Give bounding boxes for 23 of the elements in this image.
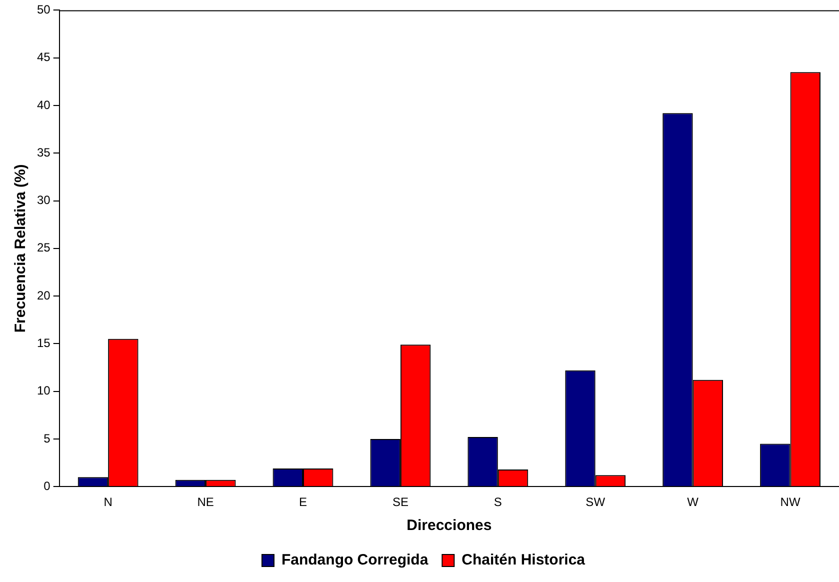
x-tick-label: SW	[586, 495, 606, 510]
y-tick-label: 10	[36, 384, 51, 398]
y-tick-label: 35	[36, 145, 51, 160]
x-axis-title: Direcciones	[406, 517, 492, 534]
x-tick-label: E	[298, 495, 307, 510]
x-tick-label: NW	[780, 495, 801, 510]
y-tick-label: 30	[36, 193, 51, 208]
y-tick-label: 25	[36, 240, 51, 255]
x-tick-label: N	[104, 495, 112, 510]
y-axis-title: Frecuencia Relativa (%)	[12, 164, 30, 333]
y-tick-label: 20	[36, 288, 51, 302]
legend-label: Fandango Corregida	[281, 552, 429, 569]
y-tick-label: 40	[36, 98, 51, 112]
x-tick-label: SE	[392, 495, 408, 510]
legend-label: Chaitén Historica	[462, 552, 586, 569]
x-tick-label: S	[494, 495, 502, 510]
y-tick-label: 0	[44, 478, 51, 493]
y-tick-label: 5	[44, 431, 51, 446]
x-tick-label: NE	[197, 495, 214, 510]
y-tick-label: 15	[36, 336, 51, 350]
y-tick-label: 50	[36, 2, 51, 17]
y-tick-label: 45	[36, 50, 51, 64]
x-tick-label: W	[687, 495, 700, 510]
